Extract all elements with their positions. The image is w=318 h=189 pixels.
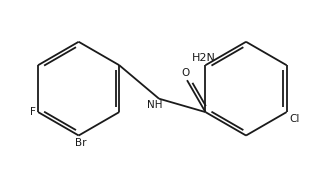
- Text: H2N: H2N: [192, 53, 216, 63]
- Text: Br: Br: [75, 138, 86, 147]
- Text: Cl: Cl: [289, 114, 300, 124]
- Text: NH: NH: [147, 100, 162, 110]
- Text: O: O: [181, 68, 190, 78]
- Text: F: F: [30, 107, 36, 117]
